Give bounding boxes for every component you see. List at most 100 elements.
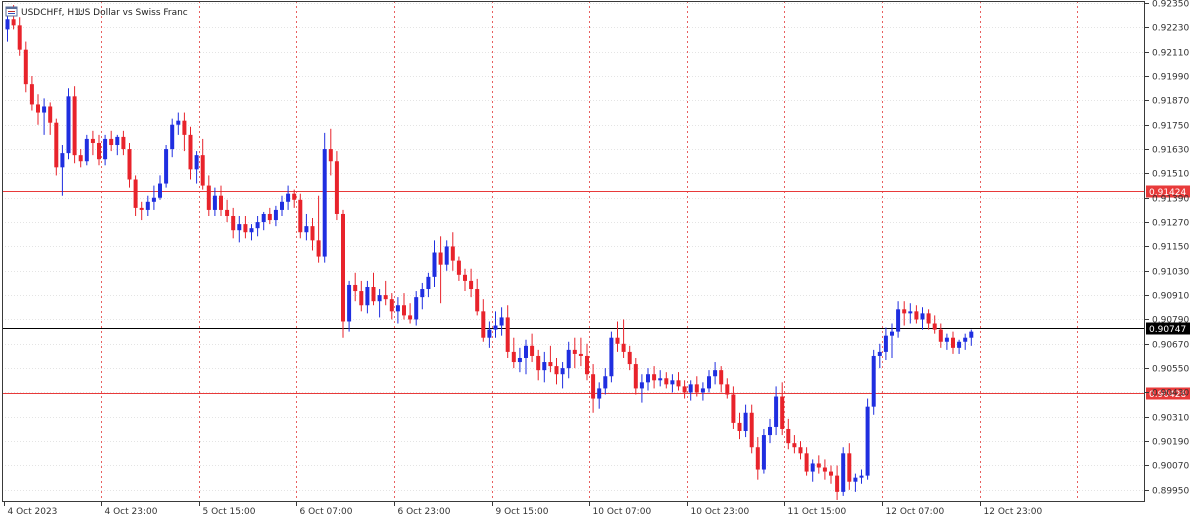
candle[interactable] [389,293,394,320]
candle[interactable] [267,207,272,225]
candle[interactable] [536,349,541,381]
candle[interactable] [646,368,650,391]
candle[interactable] [97,134,101,166]
candle[interactable] [493,311,498,338]
candle[interactable] [822,459,827,480]
candle[interactable] [688,380,693,401]
candle[interactable] [829,465,833,484]
candle[interactable] [938,323,943,348]
candle[interactable] [517,347,522,373]
candle[interactable] [761,428,766,474]
candle[interactable] [591,364,596,413]
candle[interactable] [621,319,626,358]
candle[interactable] [920,307,925,330]
candle[interactable] [359,280,364,312]
candle[interactable] [249,224,254,241]
candle[interactable] [334,151,339,221]
candle[interactable] [658,370,663,387]
candle[interactable] [914,305,919,324]
candle[interactable] [353,272,358,302]
candle[interactable] [139,201,144,221]
candle[interactable] [859,469,864,484]
candle[interactable] [694,376,699,397]
candle[interactable] [225,199,230,223]
candle[interactable] [847,443,852,490]
candle[interactable] [212,187,217,217]
candle[interactable] [304,213,309,241]
candle[interactable] [42,98,47,135]
candle[interactable] [420,282,425,310]
candle[interactable] [292,189,297,208]
candle[interactable] [273,205,278,227]
candle[interactable] [670,374,675,393]
candle[interactable] [682,380,687,399]
candle[interactable] [475,278,480,316]
candle[interactable] [652,366,657,389]
chart-window-icon[interactable] [5,6,18,17]
candles[interactable] [5,5,974,500]
candle[interactable] [438,236,443,304]
candle[interactable] [408,303,413,324]
candle[interactable] [603,368,608,395]
candle[interactable] [890,323,894,358]
candle[interactable] [743,404,748,438]
candle[interactable] [371,272,376,306]
candle[interactable] [383,280,388,306]
candle[interactable] [66,88,71,160]
candle[interactable] [48,102,53,135]
candle[interactable] [798,441,803,460]
candle[interactable] [896,301,901,338]
candle[interactable] [17,17,22,56]
candle[interactable] [5,13,10,42]
candle[interactable] [115,134,120,156]
candle[interactable] [615,321,620,352]
candle[interactable] [792,435,797,454]
candle[interactable] [377,289,382,318]
candle[interactable] [499,307,504,336]
candle[interactable] [200,138,205,190]
candle[interactable] [182,112,187,152]
candle[interactable] [414,291,419,326]
candle[interactable] [737,412,742,440]
candle[interactable] [481,299,486,342]
candle[interactable] [219,185,223,217]
candle[interactable] [804,447,809,476]
candle[interactable] [322,132,327,263]
candle[interactable] [731,386,736,429]
candle[interactable] [810,459,815,482]
candle[interactable] [676,372,681,391]
candle[interactable] [530,333,535,363]
candle[interactable] [780,382,785,436]
candle[interactable] [877,343,882,369]
candle[interactable] [768,418,772,444]
candle[interactable] [255,216,260,237]
candle[interactable] [78,149,83,168]
candle[interactable] [585,343,589,381]
candle[interactable] [280,195,284,217]
candle[interactable] [328,128,333,176]
candle[interactable] [944,333,949,350]
candle[interactable] [23,41,28,93]
candle[interactable] [902,301,907,326]
candle[interactable] [29,76,34,111]
candle[interactable] [231,207,236,239]
candle[interactable] [926,309,931,330]
candle[interactable] [36,94,40,125]
candle[interactable] [524,339,528,375]
candle[interactable] [316,195,321,263]
candle[interactable] [505,305,510,358]
candle[interactable] [170,118,175,158]
candle[interactable] [633,357,638,395]
candle[interactable] [951,331,955,354]
candle[interactable] [786,418,791,450]
candle[interactable] [109,130,114,152]
candle[interactable] [237,216,242,243]
candle[interactable] [597,382,602,409]
candle[interactable] [749,404,754,454]
candle[interactable] [560,362,565,389]
candle[interactable] [853,473,858,492]
candle[interactable] [188,126,193,180]
candle[interactable] [664,372,669,389]
candle[interactable] [206,175,211,217]
